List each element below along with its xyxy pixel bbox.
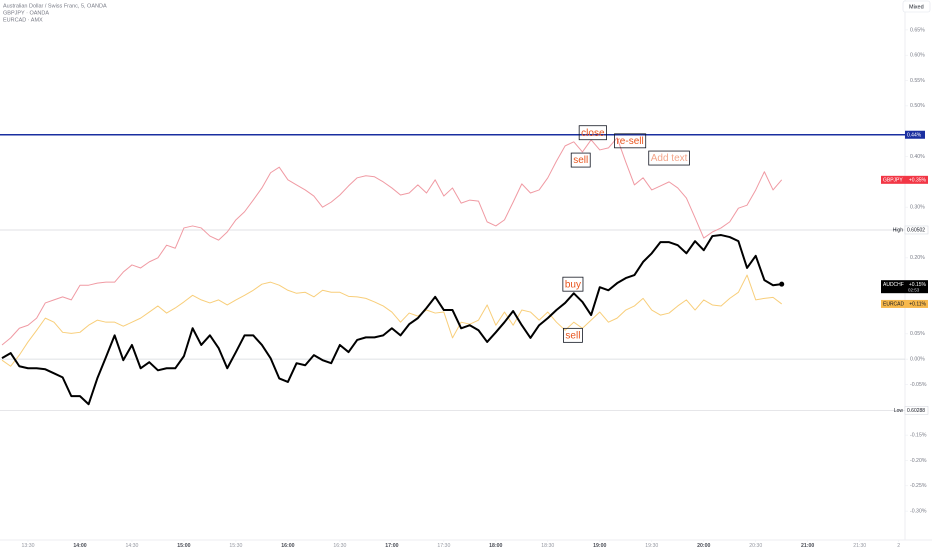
x-tick-label: 20:00 — [697, 543, 710, 549]
y-tick-label: 0.55% — [910, 78, 925, 84]
series-badge-value: +0.15% — [909, 282, 927, 288]
series-line — [1, 234, 782, 406]
series-badge-name: AUDCHF — [883, 282, 904, 288]
x-tick-label: 21:30 — [853, 543, 866, 549]
series-badge-value: +0.35% — [909, 177, 927, 183]
price-badge — [904, 225, 929, 235]
y-tick-label: -0.15% — [910, 433, 927, 439]
y-tick-label: -0.05% — [910, 382, 927, 388]
y-tick-label: 0.40% — [910, 154, 925, 160]
annotation-text: buy — [565, 279, 581, 290]
x-tick-label: 14:00 — [73, 543, 86, 549]
price-badge-label: 0.60288 — [907, 408, 925, 414]
x-tick-label: 2 — [897, 543, 900, 549]
y-tick-label: -0.20% — [910, 458, 927, 464]
x-tick-label: 13:30 — [21, 543, 34, 549]
series-badge-value: +0.11% — [909, 302, 926, 308]
y-tick-label: 0.00% — [910, 357, 925, 363]
x-tick-label: 16:30 — [333, 543, 346, 549]
y-tick-label: 0.50% — [910, 103, 925, 109]
scale-mode-button[interactable] — [902, 0, 931, 13]
series-badge-name: GBPJPY — [883, 177, 903, 183]
price-badge — [904, 406, 929, 415]
series-badge — [881, 280, 928, 294]
x-tick-label: 18:30 — [541, 543, 554, 549]
header-line: GBPJPY · OANDA — [3, 10, 49, 16]
x-tick-label: 14:30 — [125, 543, 138, 549]
x-tick-label: 19:00 — [593, 543, 606, 549]
y-tick-label: 0.20% — [910, 255, 925, 261]
annotation-text: re-sell — [616, 136, 643, 147]
x-tick-label: 17:00 — [385, 543, 398, 549]
x-tick-label: 19:30 — [645, 543, 658, 549]
annotation-box — [648, 150, 690, 166]
x-tick-label: 16:00 — [281, 543, 294, 549]
x-tick-label: 20:30 — [749, 543, 762, 549]
header-line: Australian Dollar / Swiss Franc, 5, OAND… — [3, 3, 107, 9]
price-line-name: High — [893, 228, 904, 234]
price-badge-label: 0.60502 — [907, 228, 925, 234]
x-tick-label: 15:30 — [229, 543, 242, 549]
last-point — [779, 281, 785, 287]
y-tick-label: -0.30% — [910, 509, 927, 515]
annotation-box — [578, 125, 607, 141]
series-countdown: 02:53 — [908, 287, 920, 292]
price-line-name: Low — [894, 408, 904, 414]
series-badge — [881, 175, 928, 184]
x-tick-label: 15:00 — [177, 543, 190, 549]
scale-mode-label[interactable]: Mixed — [909, 4, 924, 10]
y-tick-label: 0.65% — [910, 27, 925, 33]
annotation-text: close — [581, 128, 605, 139]
series-line — [1, 137, 783, 346]
series-line — [1, 274, 783, 367]
x-tick-label: 18:00 — [489, 543, 502, 549]
annotation-box — [614, 133, 647, 149]
annotation-box — [562, 276, 584, 292]
annotation-text: sell — [573, 155, 588, 166]
annotation-text: Add text — [651, 153, 688, 164]
x-tick-label: 21:00 — [801, 543, 814, 549]
price-badge — [905, 130, 925, 139]
x-tick-label: 17:30 — [437, 543, 450, 549]
annotation-box — [570, 152, 591, 168]
y-tick-label: 0.05% — [910, 331, 925, 337]
series-badge — [881, 299, 928, 308]
annotation-box — [563, 327, 583, 343]
price-badge-label: 0.44% — [907, 132, 922, 138]
annotation-text: sell — [565, 330, 580, 341]
y-tick-label: 0.60% — [910, 53, 925, 59]
series-badge-name: EURCAD — [883, 302, 905, 308]
y-tick-label: -0.25% — [910, 483, 927, 489]
header-line: EURCAD · AMX — [3, 17, 43, 23]
y-tick-label: 0.30% — [910, 205, 925, 211]
